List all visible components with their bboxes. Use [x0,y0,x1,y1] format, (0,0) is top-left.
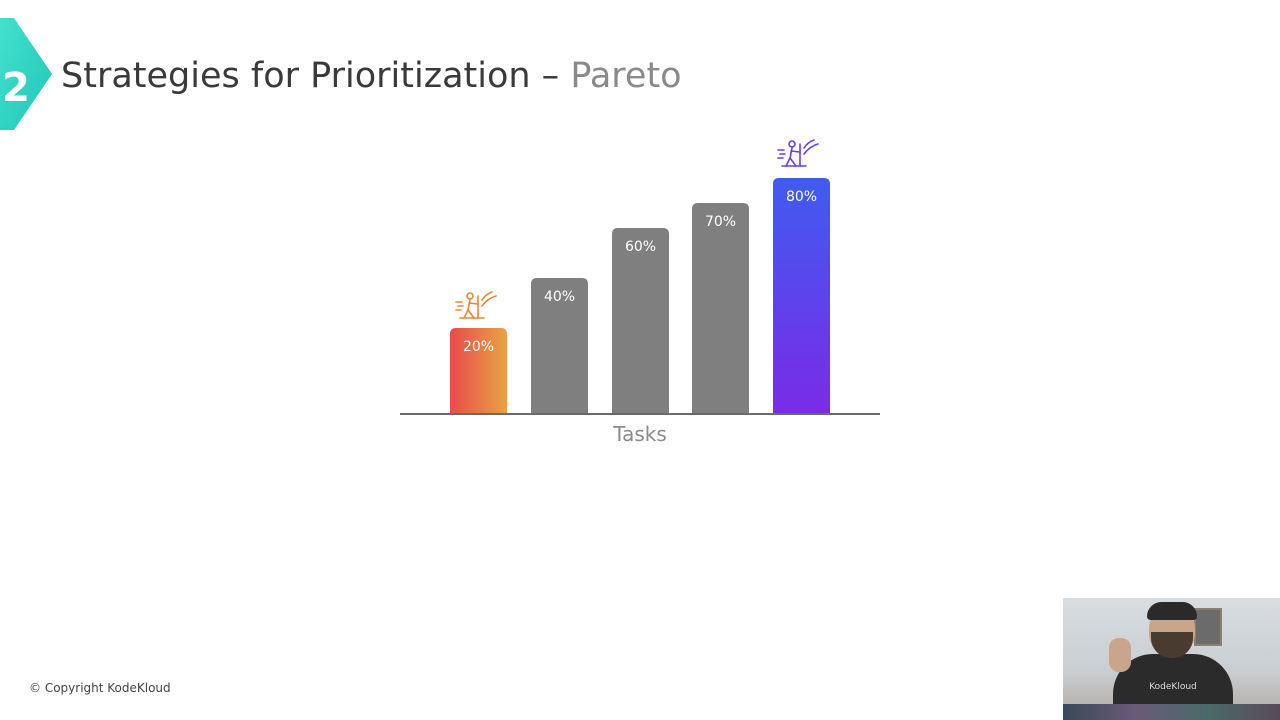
page-title: Strategies for Prioritization – Pareto [61,56,682,96]
bar-2 [531,278,588,414]
section-number: 2 [2,65,30,111]
section-badge: 2 [0,18,60,130]
wall-poster [1194,608,1222,646]
presenter-video: KodeKloud [1063,598,1280,720]
badge-shape [0,18,52,130]
bar-5 [773,178,830,414]
bar-3 [612,228,669,414]
person-pushing-icon-orange [455,291,497,319]
shirt-logo: KodeKloud [1149,682,1197,692]
presenter-cap [1147,602,1197,620]
x-axis-title: Tasks [612,422,667,446]
bar-4 [692,203,749,414]
title-main: Strategies for Prioritization – [61,56,571,96]
bar-value-label-5: 80% [786,189,817,205]
bar-value-label-2: 40% [544,289,575,305]
bar-value-label-1: 20% [463,339,494,355]
bar-value-label-3: 60% [625,239,656,255]
bar-value-label-4: 70% [705,214,736,230]
bar-1 [450,328,507,414]
copyright-text: © Copyright KodeKloud [29,681,171,695]
presenter-hand [1109,638,1131,672]
title-accent: Pareto [570,56,682,96]
desk [1063,704,1280,720]
person-pushing-icon-purple [777,139,819,167]
